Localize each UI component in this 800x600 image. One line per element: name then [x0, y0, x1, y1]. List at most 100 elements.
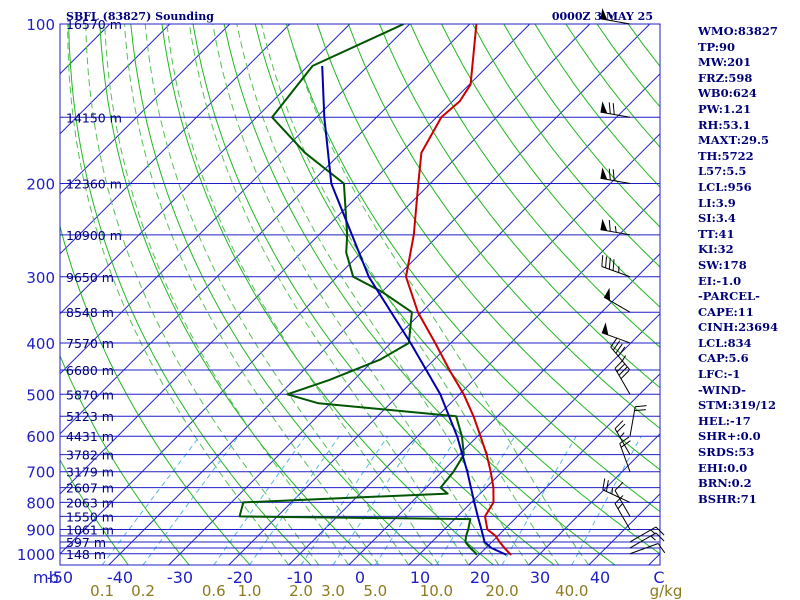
temperature-tick-label: -10 [287, 568, 313, 587]
temperature-tick-label: -30 [167, 568, 193, 587]
isotherm-line [528, 433, 660, 565]
wind-barb-staff [629, 526, 657, 543]
moist-adiabat-line [124, 24, 380, 565]
isotherm-line [60, 24, 591, 555]
wind-barb-full [618, 366, 628, 376]
dry-adiabat-line [379, 24, 660, 389]
height-label: 3782 m [66, 448, 114, 463]
height-label: 1550 m [66, 509, 114, 524]
wind-barb-staff [600, 229, 631, 236]
background-lines [60, 24, 660, 565]
pressure-tick-label: 300 [26, 269, 55, 287]
pressure-tick-label: 100 [26, 16, 55, 34]
wind-barb [614, 495, 631, 530]
dry-adiabat-line [254, 24, 660, 555]
wind-barb-half [650, 535, 656, 541]
wind-barb [629, 532, 665, 549]
wind-barb-flag [600, 101, 608, 114]
dry-adiabat-line [410, 24, 660, 348]
wind-barb-staff [629, 532, 657, 549]
pressure-tick-label: 600 [26, 428, 55, 446]
wind-barb-full [601, 255, 604, 267]
wind-barb-staff [610, 346, 631, 371]
temperature-tick-label: 40 [590, 568, 610, 587]
height-label: 8548 m [66, 305, 114, 320]
index-item: TP:90 [698, 39, 736, 54]
isotherm-line [60, 24, 411, 375]
wind-barb-half [619, 432, 625, 438]
wind-barb-full [612, 169, 615, 181]
wind-barb-flag [600, 218, 608, 231]
dry-adiabat-line [316, 24, 660, 471]
wind-barb-full [612, 340, 621, 351]
wind-barb-full [614, 359, 624, 369]
height-label: 1061 m [66, 523, 114, 538]
height-label: 16570 m [66, 17, 122, 32]
isobars [60, 24, 660, 555]
wind-barb [600, 218, 631, 236]
wind-barb-full [614, 481, 624, 491]
wind-barb-half [621, 355, 627, 362]
pressure-tick-label: 900 [26, 522, 55, 540]
temperature-tick-label: 0 [355, 568, 365, 587]
isotherm-line [348, 253, 660, 565]
sounding-time: 0000Z 3 MAY 25 [552, 10, 653, 23]
index-item: KI:32 [698, 242, 734, 257]
moist-adiabat-line [104, 24, 350, 565]
wind-barb [629, 526, 665, 543]
dry-adiabat-line [472, 24, 660, 268]
moist-adiabat-line [188, 24, 470, 565]
wind-barb [602, 478, 631, 503]
index-item: -WIND- [698, 382, 746, 397]
index-item: CINH:23694 [698, 320, 779, 335]
height-label: 5123 m [66, 409, 114, 424]
index-item: BSHR:71 [698, 491, 757, 506]
wind-barb [603, 287, 631, 313]
moist-adiabat-line [166, 24, 440, 565]
isotherm-line [60, 24, 171, 135]
wind-barb [601, 255, 631, 278]
wind-barb [629, 405, 647, 437]
plot-frame [59, 23, 661, 566]
temperature-tick-label: -40 [107, 568, 133, 587]
wind-barb-flag [600, 8, 608, 20]
index-item: LCL:834 [698, 335, 752, 350]
index-item: LCL:956 [698, 179, 752, 194]
dry-adiabat-line [60, 458, 129, 565]
indices-panel: WMO:83827 TP:90 MW:201 FRZ:598 WB0:624 PW:1.2… [698, 24, 798, 507]
wind-barb [610, 337, 631, 371]
parcel-profile [321, 65, 507, 556]
pressure-tick-label: 400 [26, 335, 55, 353]
wind-barb-staff [614, 368, 631, 395]
isotherm-line [408, 313, 660, 565]
temperature-tick-label: 20 [470, 568, 490, 587]
index-item: SHR+:0.0 [698, 429, 761, 444]
index-item: SI:3.4 [698, 211, 736, 226]
height-label: 6680 m [66, 363, 114, 378]
index-item: TH:5722 [698, 148, 754, 163]
wind-barb-flag [601, 322, 609, 336]
dry-adiabat-line [161, 24, 494, 565]
index-item: SRDS:53 [698, 445, 755, 460]
wind-barb-full [618, 346, 626, 357]
index-item: RH:53.1 [698, 117, 751, 132]
dry-adiabat-line [60, 224, 251, 565]
mixing-ratio-tick-label: 0.1 [90, 582, 114, 600]
temperature-tick-label: 10 [410, 568, 430, 587]
wind-barb-staff [603, 296, 631, 313]
wind-barb-half [611, 487, 614, 495]
index-item: -PARCEL- [698, 289, 760, 304]
wind-barb-full [616, 423, 626, 433]
height-label: 4431 m [66, 429, 114, 444]
wind-barb-full [657, 543, 666, 554]
height-label: 10900 m [66, 228, 122, 243]
height-label: 7570 m [66, 336, 114, 351]
mixing-ratio-unit-label: g/kg [650, 582, 683, 600]
wind-barb [600, 101, 631, 118]
mixing-ratio-tick-label: 1.0 [238, 582, 262, 600]
wind-barb-full [655, 526, 665, 536]
height-label: 14150 m [66, 110, 122, 125]
wind-barb-staff [629, 543, 659, 555]
temperature-tick-label: 30 [530, 568, 550, 587]
